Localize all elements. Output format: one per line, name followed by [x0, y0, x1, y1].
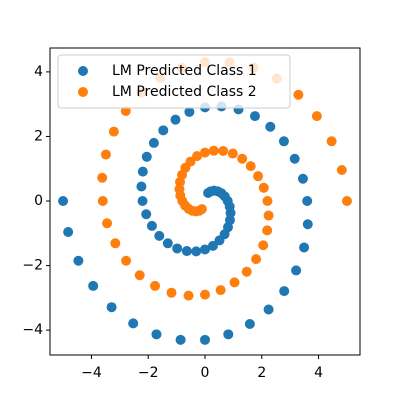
- point: [218, 145, 229, 156]
- point: [148, 137, 159, 148]
- point: [249, 111, 260, 122]
- point: [263, 304, 274, 315]
- point: [245, 161, 256, 172]
- point: [121, 255, 132, 266]
- point: [108, 126, 119, 137]
- point: [341, 196, 352, 207]
- point: [227, 148, 238, 159]
- point: [141, 151, 152, 162]
- point: [223, 329, 234, 340]
- point: [293, 89, 304, 100]
- point: [100, 149, 111, 160]
- point: [215, 285, 226, 296]
- point: [196, 204, 207, 215]
- point: [241, 266, 252, 277]
- point: [251, 254, 262, 265]
- legend-label: LM Predicted Class 2: [112, 84, 257, 100]
- point: [200, 289, 210, 300]
- point: [134, 270, 145, 281]
- point: [278, 136, 289, 147]
- point: [192, 151, 203, 162]
- point: [141, 209, 152, 220]
- point: [175, 334, 186, 345]
- point: [265, 121, 276, 132]
- point: [136, 181, 147, 192]
- point: [200, 244, 210, 255]
- legend-marker: [78, 66, 88, 76]
- point: [203, 187, 214, 198]
- point: [253, 171, 264, 182]
- legend-box: [57, 54, 291, 109]
- point: [58, 196, 69, 207]
- point: [97, 172, 108, 183]
- legend-label: LM Predicted Class 1: [112, 63, 257, 79]
- y-tick-label: 4: [34, 64, 43, 80]
- point: [299, 242, 310, 253]
- point: [200, 334, 210, 345]
- point: [291, 265, 302, 276]
- point: [150, 280, 161, 291]
- point: [297, 173, 308, 184]
- y-tick-label: −2: [22, 258, 43, 274]
- x-tick-label: 0: [201, 365, 210, 381]
- point: [200, 147, 210, 158]
- point: [244, 319, 255, 330]
- point: [63, 227, 74, 238]
- point: [262, 225, 273, 236]
- point: [258, 240, 269, 251]
- x-tick-label: 4: [314, 365, 323, 381]
- point: [110, 238, 121, 249]
- point: [184, 106, 195, 117]
- point: [102, 218, 113, 229]
- point: [181, 246, 192, 257]
- point: [336, 165, 347, 176]
- point: [146, 220, 157, 231]
- point: [162, 238, 173, 249]
- point: [137, 196, 148, 207]
- y-tick-label: 0: [34, 193, 43, 209]
- point: [158, 125, 169, 136]
- y-tick-label: 2: [34, 128, 43, 144]
- point: [263, 210, 274, 221]
- point: [237, 153, 248, 164]
- y-tick-label: −4: [22, 322, 43, 338]
- point: [258, 182, 269, 193]
- point: [302, 196, 313, 207]
- point: [279, 286, 290, 297]
- point: [302, 219, 313, 230]
- point: [154, 230, 165, 241]
- point: [207, 240, 218, 251]
- point: [326, 136, 337, 147]
- point: [106, 302, 117, 313]
- x-tick-label: −2: [138, 365, 159, 381]
- point: [88, 280, 99, 291]
- point: [97, 196, 108, 207]
- point: [229, 277, 240, 288]
- point: [289, 153, 300, 164]
- point: [208, 145, 219, 156]
- x-tick-label: −4: [81, 365, 102, 381]
- point: [311, 111, 322, 122]
- point: [262, 196, 273, 207]
- point: [166, 287, 177, 298]
- point: [73, 255, 84, 266]
- legend-marker: [78, 87, 88, 97]
- axes-frame: [49, 47, 361, 356]
- point: [183, 290, 194, 301]
- point: [128, 318, 139, 329]
- point: [151, 329, 162, 340]
- point: [170, 114, 181, 125]
- point: [172, 243, 183, 254]
- point: [191, 246, 202, 257]
- x-tick-label: 2: [257, 365, 266, 381]
- point: [137, 166, 148, 177]
